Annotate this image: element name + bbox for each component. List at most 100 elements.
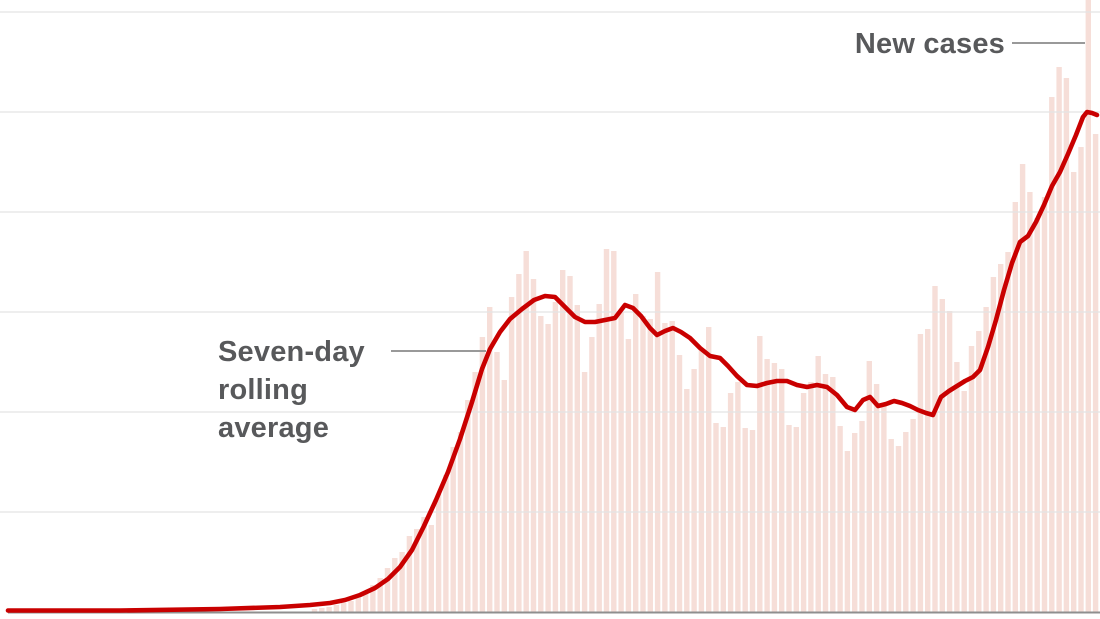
bar	[749, 430, 756, 612]
rolling-average-label-line3: average	[218, 412, 330, 444]
bar	[727, 393, 734, 612]
bar	[822, 374, 829, 612]
bar	[333, 605, 340, 612]
bar	[1078, 147, 1084, 612]
bar	[1092, 134, 1099, 612]
bar	[545, 324, 551, 612]
bar	[457, 432, 464, 612]
bar	[1034, 218, 1040, 612]
bar	[830, 377, 836, 612]
bar	[757, 336, 763, 612]
bar	[954, 362, 960, 612]
bar	[552, 302, 559, 612]
bar	[1019, 164, 1026, 612]
bar	[881, 406, 887, 612]
bar	[859, 421, 865, 612]
rolling-average-annotation: Seven-day rolling average	[218, 333, 365, 447]
bar	[932, 286, 938, 612]
gridlines-group	[0, 11, 1100, 513]
bar	[406, 536, 413, 612]
bar	[355, 597, 361, 612]
bar	[866, 361, 872, 612]
bar	[998, 264, 1004, 612]
bar	[311, 609, 318, 612]
bar	[560, 270, 566, 612]
bar	[654, 272, 661, 612]
bar	[764, 359, 770, 612]
rolling-average-line	[5, 109, 1100, 613]
bar	[983, 307, 989, 612]
bar	[611, 251, 617, 612]
bar	[720, 427, 726, 612]
bar	[567, 276, 573, 612]
rolling-average-label-line2: rolling	[218, 374, 309, 406]
bar	[844, 451, 851, 612]
bar	[1071, 172, 1077, 612]
bar	[706, 327, 712, 612]
bar	[976, 331, 982, 612]
bar	[1085, 0, 1091, 612]
bar	[873, 384, 880, 612]
bar	[618, 312, 624, 612]
bar	[326, 607, 332, 612]
new-cases-label: New cases	[854, 28, 1005, 60]
bar	[428, 525, 434, 612]
bar	[990, 277, 997, 612]
bar	[676, 355, 683, 612]
bar	[939, 299, 945, 612]
bar	[771, 363, 778, 612]
rolling-average-label-line1: Seven-day	[218, 336, 365, 368]
bar	[669, 321, 675, 612]
bar	[815, 356, 821, 612]
bar	[1056, 67, 1062, 612]
bar	[1027, 192, 1033, 612]
bar	[968, 346, 975, 612]
bar	[713, 423, 719, 612]
bar	[435, 494, 442, 612]
bar	[1012, 202, 1018, 612]
bar	[362, 592, 369, 612]
bar	[779, 369, 785, 612]
bar	[633, 294, 639, 612]
bar	[1049, 97, 1055, 612]
bar	[472, 372, 478, 612]
bar	[450, 447, 456, 612]
bar	[392, 558, 398, 612]
bar	[465, 400, 471, 612]
bar	[691, 369, 697, 612]
bar	[800, 393, 807, 612]
bar	[384, 568, 391, 612]
bar	[414, 529, 420, 612]
bar	[917, 334, 924, 612]
bar	[589, 337, 595, 612]
bar	[377, 578, 383, 612]
bar	[421, 517, 427, 612]
bar	[443, 475, 449, 612]
bar	[910, 419, 916, 612]
bar	[348, 601, 354, 612]
bar	[698, 349, 705, 612]
bar	[1063, 78, 1070, 612]
bar	[399, 552, 405, 612]
bar	[786, 425, 792, 612]
bar	[925, 329, 931, 612]
bar	[581, 372, 588, 612]
bar	[487, 307, 493, 612]
bar	[647, 319, 653, 612]
bar	[735, 382, 741, 612]
bar	[516, 274, 522, 612]
bar	[530, 279, 537, 612]
bar	[961, 391, 967, 612]
bar	[793, 427, 799, 612]
bar	[508, 297, 515, 612]
bar	[501, 380, 507, 612]
bar	[684, 389, 690, 612]
bar	[370, 585, 376, 612]
bar	[837, 426, 843, 612]
bar	[888, 439, 894, 612]
bar	[341, 603, 347, 612]
bar	[742, 428, 748, 612]
bar	[603, 249, 610, 612]
